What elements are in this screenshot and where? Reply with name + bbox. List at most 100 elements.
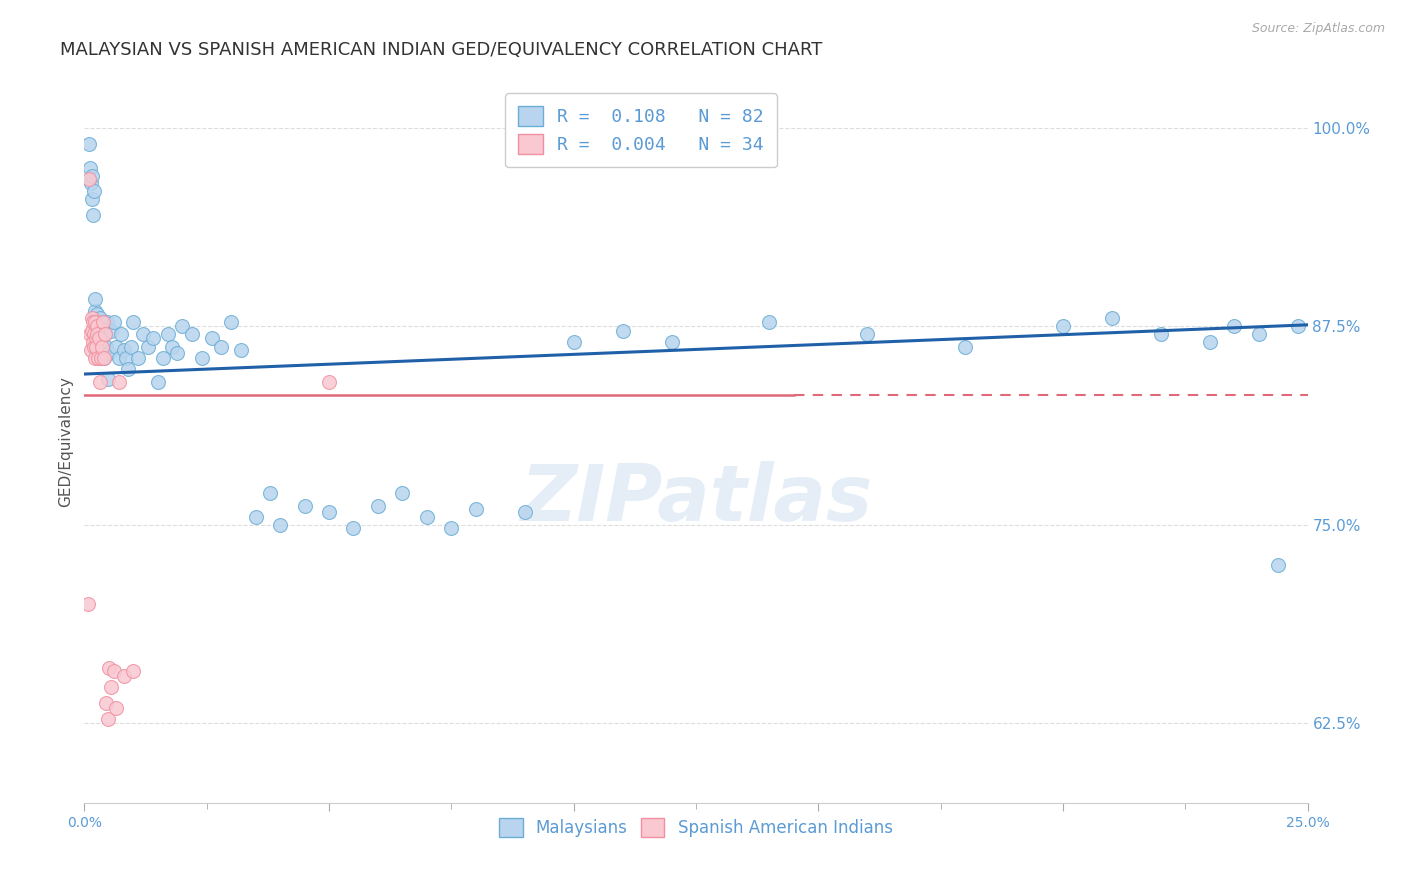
- Point: [115, 351, 138, 366]
- Point: [82, 335, 104, 350]
- Point: [82, 324, 104, 338]
- Point: [318, 505, 340, 519]
- Point: [83, 340, 105, 354]
- Point: [87, 330, 110, 344]
- Point: [84, 340, 107, 354]
- Point: [612, 324, 634, 338]
- Point: [84, 293, 107, 307]
- Point: [191, 351, 214, 366]
- Point: [97, 712, 120, 726]
- Point: [83, 311, 105, 326]
- Point: [1286, 319, 1309, 334]
- Point: [84, 315, 107, 329]
- Point: [90, 351, 112, 366]
- Point: [83, 327, 105, 342]
- Point: [89, 335, 111, 350]
- Point: [156, 327, 179, 342]
- Legend: Malaysians, Spanish American Indians: Malaysians, Spanish American Indians: [488, 806, 904, 848]
- Point: [513, 505, 536, 519]
- Point: [181, 327, 204, 342]
- Point: [91, 340, 114, 354]
- Point: [294, 499, 316, 513]
- Point: [94, 340, 117, 354]
- Point: [89, 311, 111, 326]
- Point: [86, 319, 108, 334]
- Point: [90, 319, 112, 334]
- Point: [105, 700, 128, 714]
- Point: [84, 327, 107, 342]
- Point: [440, 521, 463, 535]
- Point: [120, 340, 142, 354]
- Point: [100, 680, 122, 694]
- Text: MALAYSIAN VS SPANISH AMERICAN INDIAN GED/EQUIVALENCY CORRELATION CHART: MALAYSIAN VS SPANISH AMERICAN INDIAN GED…: [60, 41, 823, 59]
- Point: [86, 307, 108, 321]
- Point: [83, 351, 105, 366]
- Point: [464, 502, 486, 516]
- Point: [93, 351, 115, 366]
- Point: [79, 327, 101, 342]
- Text: ZIPatlas: ZIPatlas: [520, 461, 872, 537]
- Point: [1052, 319, 1074, 334]
- Point: [82, 208, 104, 222]
- Point: [86, 327, 108, 342]
- Point: [318, 375, 340, 389]
- Point: [84, 315, 107, 329]
- Point: [77, 597, 100, 611]
- Point: [97, 372, 120, 386]
- Point: [79, 161, 101, 175]
- Point: [661, 335, 683, 350]
- Point: [96, 696, 118, 710]
- Point: [83, 303, 105, 318]
- Point: [80, 177, 103, 191]
- Point: [200, 330, 222, 344]
- Point: [122, 664, 145, 678]
- Point: [87, 316, 110, 330]
- Point: [269, 517, 291, 532]
- Point: [112, 669, 135, 683]
- Point: [1150, 327, 1173, 342]
- Text: Source: ZipAtlas.com: Source: ZipAtlas.com: [1251, 22, 1385, 36]
- Point: [107, 375, 129, 389]
- Point: [172, 319, 194, 334]
- Point: [112, 343, 135, 358]
- Point: [94, 327, 117, 342]
- Point: [105, 340, 128, 354]
- Point: [82, 169, 104, 183]
- Point: [132, 327, 155, 342]
- Point: [416, 510, 439, 524]
- Point: [1101, 311, 1123, 326]
- Point: [162, 340, 184, 354]
- Point: [80, 311, 103, 326]
- Point: [1198, 335, 1220, 350]
- Point: [91, 340, 114, 354]
- Point: [89, 327, 111, 342]
- Point: [342, 521, 364, 535]
- Point: [90, 346, 112, 360]
- Point: [91, 315, 114, 329]
- Point: [80, 343, 103, 358]
- Point: [77, 171, 100, 186]
- Point: [96, 315, 118, 329]
- Point: [94, 327, 117, 342]
- Point: [209, 340, 232, 354]
- Point: [1223, 319, 1246, 334]
- Point: [259, 486, 281, 500]
- Point: [100, 324, 122, 338]
- Point: [1267, 558, 1289, 572]
- Point: [146, 375, 169, 389]
- Point: [122, 315, 145, 329]
- Point: [89, 375, 111, 389]
- Point: [562, 335, 585, 350]
- Point: [97, 346, 120, 360]
- Point: [103, 664, 125, 678]
- Point: [97, 661, 120, 675]
- Y-axis label: GED/Equivalency: GED/Equivalency: [58, 376, 73, 507]
- Point: [245, 510, 267, 524]
- Point: [127, 351, 149, 366]
- Point: [82, 315, 104, 329]
- Point: [91, 315, 114, 329]
- Point: [758, 315, 780, 329]
- Point: [391, 486, 413, 500]
- Point: [86, 330, 108, 344]
- Point: [107, 351, 129, 366]
